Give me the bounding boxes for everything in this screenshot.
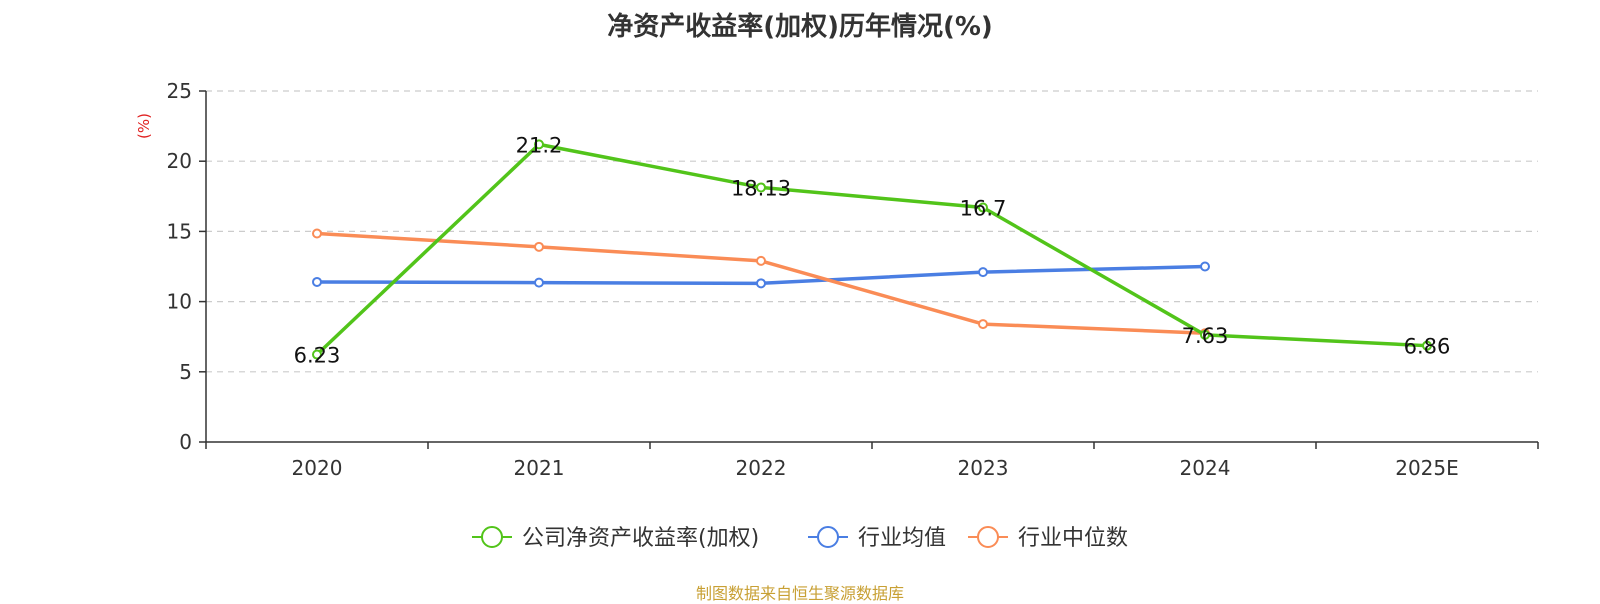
source-note: 制图数据来自恒生聚源数据库 — [695, 584, 904, 603]
legend-marker-1 — [817, 526, 839, 548]
legend-marker-0 — [481, 526, 503, 548]
y-tick-label: 25 — [167, 79, 192, 103]
data-point — [978, 267, 988, 278]
axes: 0 5 10 15 20 25 2020 2021 2022 2023 2024 2025E — [167, 79, 1539, 480]
data-point — [978, 319, 988, 330]
x-tick-label: 2024 — [1180, 456, 1231, 480]
data-label: 6.23 — [294, 344, 341, 368]
legend-marker-2 — [977, 526, 999, 548]
data-point — [756, 182, 766, 193]
y-tick-label: 15 — [167, 219, 192, 243]
data-label: 6.86 — [1404, 335, 1451, 359]
legend-label: 行业中位数 — [1018, 526, 1128, 551]
data-label: 18.13 — [731, 176, 791, 200]
data-point — [1422, 340, 1432, 351]
data-point — [978, 202, 988, 213]
x-tick-label: 2025E — [1395, 456, 1459, 480]
data-point — [1200, 329, 1210, 340]
y-axis-unit-label: (%) — [135, 113, 153, 139]
y-tick-label: 0 — [179, 430, 192, 454]
data-point — [534, 241, 544, 252]
data-point — [534, 277, 544, 288]
x-tick-label: 2023 — [958, 456, 1009, 480]
data-point — [312, 276, 322, 287]
legend-label: 公司净资产收益率(加权) — [522, 526, 759, 551]
legend: 公司净资产收益率(加权) 行业均值 行业中位数 — [472, 526, 1128, 551]
data-point — [756, 255, 766, 266]
legend-label: 行业均值 — [858, 526, 946, 551]
x-tick-label: 2022 — [736, 456, 787, 480]
x-tick-label: 2020 — [292, 456, 343, 480]
grid-lines — [206, 90, 1538, 373]
series-lines — [312, 139, 1432, 360]
x-tick-label: 2021 — [514, 456, 565, 480]
data-label: 7.63 — [1182, 324, 1229, 348]
data-point — [312, 349, 322, 360]
y-tick-label: 20 — [167, 149, 192, 173]
chart-title: 净资产收益率(加权)历年情况(%) — [607, 12, 993, 42]
data-point — [756, 278, 766, 289]
data-labels: 6.23 21.2 18.13 16.7 7.63 6.86 — [294, 133, 1451, 367]
data-label: 21.2 — [516, 133, 563, 157]
series-line-0 — [315, 142, 1428, 356]
y-tick-label: 5 — [179, 360, 192, 384]
data-point — [1200, 261, 1210, 272]
data-label: 16.7 — [960, 197, 1007, 221]
y-tick-label: 10 — [167, 290, 192, 314]
data-point — [534, 139, 544, 150]
data-point — [312, 228, 322, 239]
